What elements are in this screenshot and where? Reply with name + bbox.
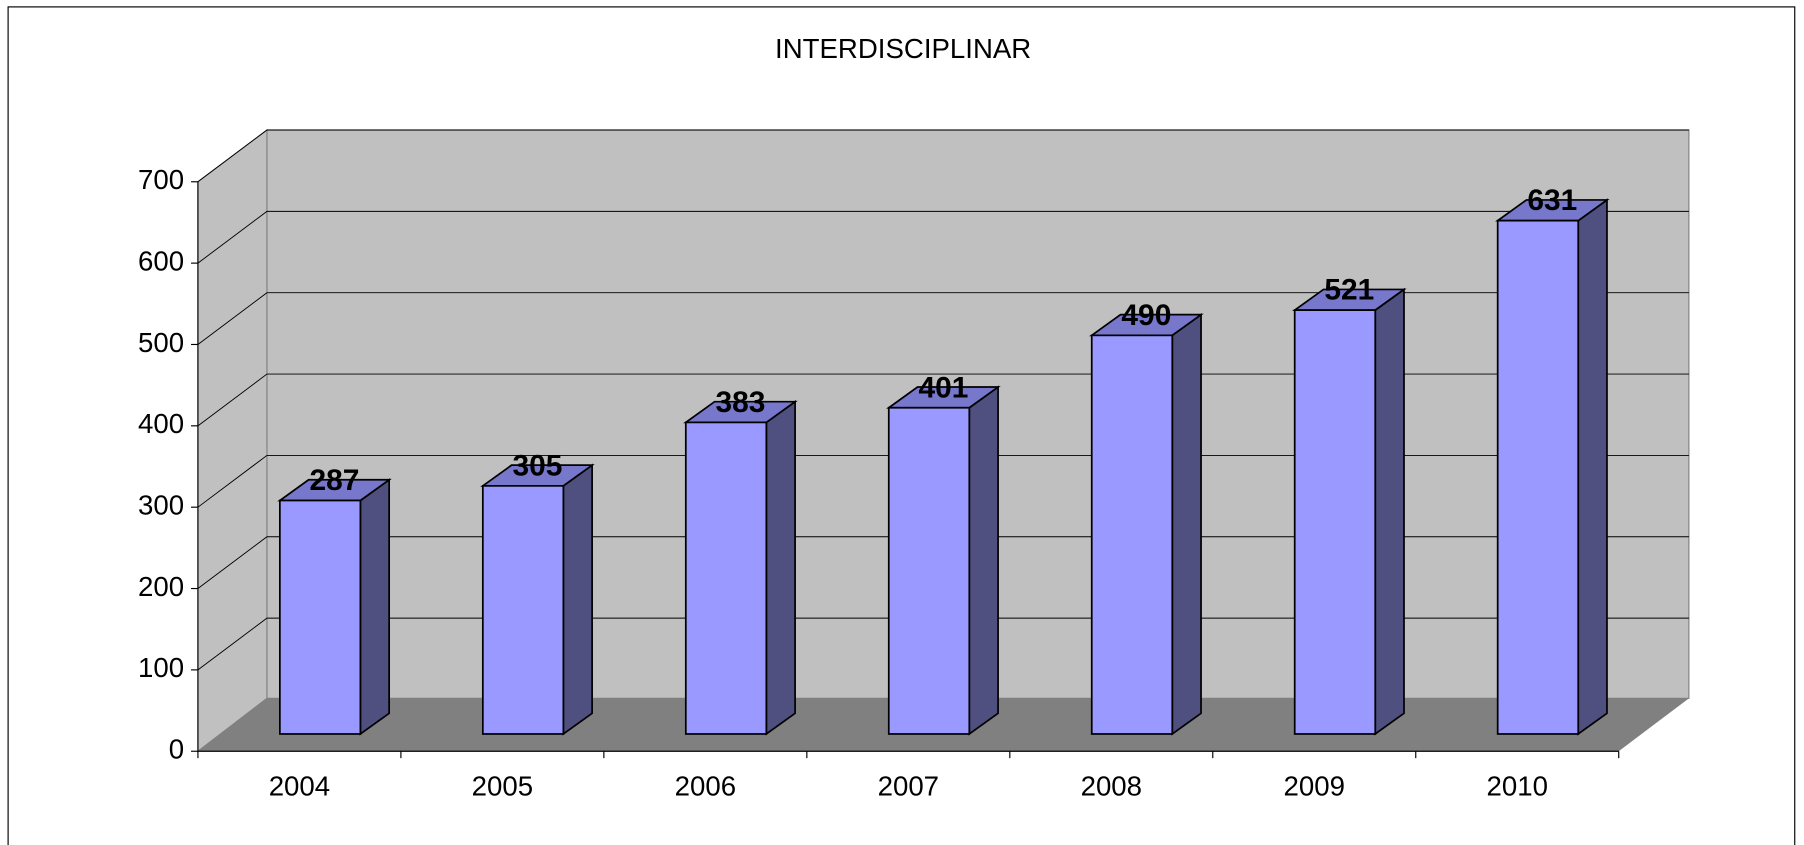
y-tick-label: 600 xyxy=(138,245,184,276)
y-tick-label: 700 xyxy=(138,164,184,195)
value-label: 521 xyxy=(1324,274,1374,307)
y-tick-label: 100 xyxy=(138,652,184,683)
x-tick-label: 2005 xyxy=(472,770,533,801)
value-label: 305 xyxy=(513,449,563,482)
bar-side xyxy=(562,463,593,736)
value-label: 490 xyxy=(1121,299,1171,332)
y-tick-label: 0 xyxy=(169,734,184,765)
grid-line xyxy=(197,373,1689,427)
bar xyxy=(887,406,971,735)
bar xyxy=(1496,219,1580,735)
bar xyxy=(481,484,565,735)
bar-side xyxy=(359,478,391,736)
x-tick-label: 2004 xyxy=(269,770,330,801)
y-tick-label: 500 xyxy=(138,327,184,358)
value-label: 631 xyxy=(1527,184,1577,217)
bar-side xyxy=(1171,312,1202,736)
x-tick-label: 2008 xyxy=(1081,770,1142,801)
x-tick-label: 2006 xyxy=(675,770,736,801)
bar-side xyxy=(765,400,796,736)
bar xyxy=(278,499,362,735)
grid-line xyxy=(197,536,1689,589)
x-tick-label: 2009 xyxy=(1284,770,1345,801)
x-tick-label: 2007 xyxy=(878,770,939,801)
grid-line xyxy=(197,292,1689,345)
y-tick-label: 300 xyxy=(138,489,184,520)
side-wall xyxy=(197,128,268,753)
x-tick-label: 2010 xyxy=(1487,770,1548,801)
bar-side xyxy=(1577,198,1608,736)
value-label: 287 xyxy=(310,464,360,497)
grid-line xyxy=(197,617,1689,671)
bar xyxy=(1090,334,1174,735)
bar-side xyxy=(1374,287,1405,736)
grid-line xyxy=(197,210,1689,264)
value-label: 383 xyxy=(715,386,765,419)
grid-line xyxy=(197,129,1689,183)
bar xyxy=(1293,309,1377,735)
chart-title: INTERDISCIPLINAR xyxy=(775,33,1031,64)
value-label: 401 xyxy=(918,371,968,404)
bar xyxy=(684,421,768,735)
grid-line xyxy=(197,454,1689,508)
y-tick-label: 400 xyxy=(138,408,184,439)
y-tick-label: 200 xyxy=(138,571,184,602)
bar-side xyxy=(968,385,999,736)
